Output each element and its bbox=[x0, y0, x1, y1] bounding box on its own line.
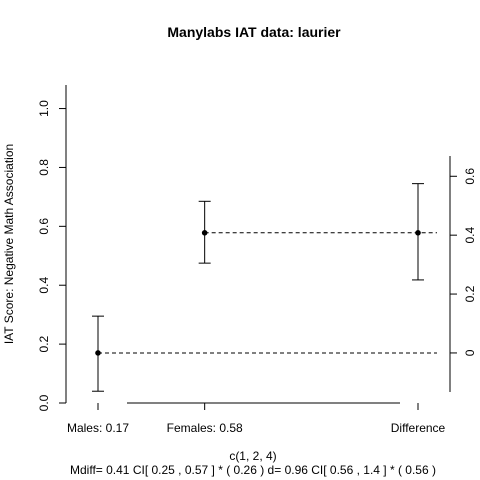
chart-title: Manylabs IAT data: laurier bbox=[167, 24, 341, 40]
right-tick-label: 0.4 bbox=[463, 227, 477, 244]
x-tick-label: Females: 0.58 bbox=[167, 421, 243, 435]
left-tick-label: 1.0 bbox=[37, 100, 51, 117]
right-tick-label: 0.6 bbox=[463, 168, 477, 185]
left-axis-ticks: 0.0 0.2 0.4 0.6 0.8 1.0 bbox=[37, 100, 66, 411]
left-tick-label: 0.6 bbox=[37, 218, 51, 235]
x-tick-label: Difference bbox=[391, 421, 446, 435]
x-tick-label: Males: 0.17 bbox=[67, 421, 129, 435]
mean-point bbox=[95, 350, 101, 356]
mean-point bbox=[415, 230, 421, 236]
left-tick-label: 0.2 bbox=[37, 335, 51, 352]
left-tick-label: 0.8 bbox=[37, 159, 51, 176]
error-bars bbox=[92, 183, 424, 392]
mean-point bbox=[201, 230, 208, 236]
y-axis-label: IAT Score: Negative Math Association bbox=[2, 144, 16, 344]
left-tick-label: 0.0 bbox=[37, 394, 51, 411]
right-axis-ticks: 0 0.2 0.4 0.6 bbox=[450, 168, 477, 356]
x-axis-label: c(1, 2, 4) bbox=[229, 449, 276, 463]
right-tick-label: 0.2 bbox=[463, 285, 477, 302]
right-tick-label: 0 bbox=[463, 349, 477, 356]
data-points bbox=[95, 230, 421, 356]
chart-subtitle: Mdiff= 0.41 CI[ 0.25 , 0.57 ] * ( 0.26 )… bbox=[70, 463, 436, 477]
reference-lines bbox=[98, 232, 437, 354]
x-axis-ticks: Males: 0.17 Females: 0.58 Difference bbox=[67, 403, 446, 435]
left-tick-label: 0.4 bbox=[37, 277, 51, 294]
